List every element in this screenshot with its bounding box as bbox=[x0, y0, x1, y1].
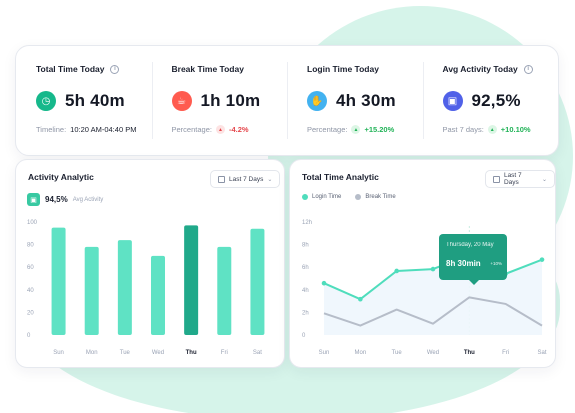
bar-tue bbox=[117, 240, 132, 335]
chart-legend: Login Time Break Time bbox=[302, 194, 396, 200]
bar-wed bbox=[151, 255, 165, 335]
login-point bbox=[321, 280, 327, 286]
legend-label: Break Time bbox=[365, 194, 396, 200]
bar-sat bbox=[250, 228, 265, 335]
stat-title: Total Time Today bbox=[36, 64, 105, 74]
total-time-analytic-card: Total Time Analytic Last 7 Days ⌄ Login … bbox=[289, 159, 556, 368]
y-tick-label: 60 bbox=[27, 265, 34, 271]
series-line-1 bbox=[323, 296, 543, 327]
bar-sun bbox=[51, 227, 66, 335]
x-tick-label: Tue bbox=[392, 350, 403, 356]
y-tick-label: 80 bbox=[27, 243, 34, 249]
y-tick-label: 100 bbox=[27, 220, 38, 226]
login-icon: ✋ bbox=[307, 91, 327, 111]
stat-title: Login Time Today bbox=[307, 64, 379, 74]
trend-up-icon: ▲ bbox=[487, 125, 497, 134]
stat-value: 5h 40m bbox=[65, 91, 125, 110]
range-dropdown[interactable]: Last 7 Days ⌄ bbox=[485, 170, 555, 188]
stat-value: 4h 30m bbox=[336, 91, 396, 110]
chart-tooltip: Thursday, 20 May 8h 30min +10% bbox=[439, 234, 507, 285]
x-tick-label: Sat bbox=[253, 350, 262, 356]
stat-break-time: Break Time Today ☕ 1h 10m Percentage: ▲ … bbox=[151, 46, 288, 155]
y-tick-label: 6h bbox=[302, 265, 309, 271]
card-title: Activity Analytic bbox=[28, 172, 94, 182]
coffee-icon: ☕ bbox=[171, 91, 192, 111]
bar-fri bbox=[217, 246, 232, 335]
range-label: Last 7 Days bbox=[503, 172, 522, 186]
calendar-icon bbox=[218, 175, 225, 183]
stat-login-time: Login Time Today ✋ 4h 30m Percentage: ▲ … bbox=[287, 46, 423, 155]
avg-activity-label: Avg Activity bbox=[72, 196, 104, 203]
stat-foot-value: 10:20 AM-04:40 PM bbox=[70, 125, 137, 134]
login-point bbox=[394, 268, 399, 274]
stat-foot-value: +10.10% bbox=[500, 125, 531, 134]
x-tick-label: Sun bbox=[319, 350, 330, 356]
x-tick-label: Thu bbox=[464, 350, 475, 356]
stat-value: 92,5% bbox=[471, 91, 521, 110]
x-tick-label: Thu bbox=[186, 350, 197, 356]
y-tick-label: 4h bbox=[302, 288, 309, 294]
x-tick-label: Wed bbox=[427, 350, 439, 356]
chevron-down-icon: ⌄ bbox=[267, 176, 273, 183]
info-icon[interactable]: i bbox=[110, 64, 120, 74]
legend-dot bbox=[355, 194, 362, 200]
avg-activity-value: 94,5% bbox=[45, 195, 68, 204]
y-tick-label: 12h bbox=[302, 220, 312, 226]
legend-label: Login Time bbox=[312, 194, 342, 200]
x-tick-label: Wed bbox=[152, 350, 164, 356]
stat-value: 1h 10m bbox=[200, 91, 261, 110]
stat-foot-label: Past 7 days: bbox=[442, 125, 484, 134]
card-title: Total Time Analytic bbox=[302, 172, 379, 182]
y-tick-label: 2h bbox=[302, 310, 309, 316]
total-time-line-chart: 12h 8h 6h 4h 2h 0 Sun Mon Tue Wed Thu Fri Sat bbox=[302, 220, 547, 356]
bar-thu bbox=[184, 225, 199, 335]
x-tick-label: Mon bbox=[354, 350, 366, 356]
bar-mon bbox=[84, 246, 99, 335]
stat-title: Break Time Today bbox=[171, 64, 244, 74]
activity-analytic-card: Activity Analytic Last 7 Days ⌄ ▣ 94,5% … bbox=[15, 159, 285, 368]
stats-summary-card: Total Time Today i ◷ 5h 40m Timeline: 10:… bbox=[15, 45, 559, 156]
y-tick-label: 0 bbox=[302, 333, 306, 339]
tooltip-value: 8h 30min bbox=[446, 259, 481, 268]
y-tick-label: 20 bbox=[27, 310, 34, 316]
x-tick-label: Mon bbox=[86, 350, 98, 356]
activity-icon: ▣ bbox=[442, 91, 463, 111]
stat-foot-value: -4.2% bbox=[228, 125, 249, 134]
activity-icon: ▣ bbox=[27, 193, 40, 206]
timer-icon: ◷ bbox=[36, 91, 56, 111]
chevron-down-icon: ⌄ bbox=[541, 176, 547, 183]
stat-foot-label: Timeline: bbox=[36, 125, 67, 134]
login-point bbox=[358, 296, 363, 302]
range-dropdown[interactable]: Last 7 Days ⌄ bbox=[210, 170, 281, 188]
stat-title: Avg Activity Today bbox=[442, 64, 518, 74]
x-tick-label: Tue bbox=[120, 350, 131, 356]
y-tick-label: 8h bbox=[302, 243, 309, 249]
tooltip-date: Thursday, 20 May bbox=[446, 242, 494, 248]
x-tick-label: Fri bbox=[502, 350, 509, 356]
stat-foot-label: Percentage: bbox=[307, 125, 348, 134]
login-point bbox=[539, 257, 545, 262]
trend-down-icon: ▲ bbox=[215, 125, 225, 134]
trend-up-icon: ▲ bbox=[351, 125, 361, 134]
x-tick-label: Sun bbox=[53, 350, 64, 356]
stat-total-time: Total Time Today i ◷ 5h 40m Timeline: 10:… bbox=[16, 46, 152, 155]
legend-dot bbox=[302, 194, 308, 200]
activity-bar-chart: 100 80 60 40 20 0 Sun Mon Tue Wed Thu Fri Sat bbox=[27, 220, 265, 356]
x-tick-label: Fri bbox=[221, 350, 228, 356]
login-point bbox=[430, 266, 436, 272]
calendar-icon bbox=[493, 175, 500, 183]
x-tick-label: Sat bbox=[537, 350, 546, 356]
stat-foot-value: +15.20% bbox=[364, 125, 395, 134]
range-label: Last 7 Days bbox=[229, 175, 264, 183]
y-tick-label: 40 bbox=[27, 288, 34, 294]
stat-foot-label: Percentage: bbox=[171, 125, 212, 134]
y-tick-label: 0 bbox=[27, 333, 31, 339]
tooltip-percent: +10% bbox=[490, 261, 502, 266]
stat-avg-activity: Avg Activity Today i ▣ 92,5% Past 7 days:… bbox=[422, 46, 559, 155]
info-icon[interactable]: i bbox=[523, 64, 533, 74]
